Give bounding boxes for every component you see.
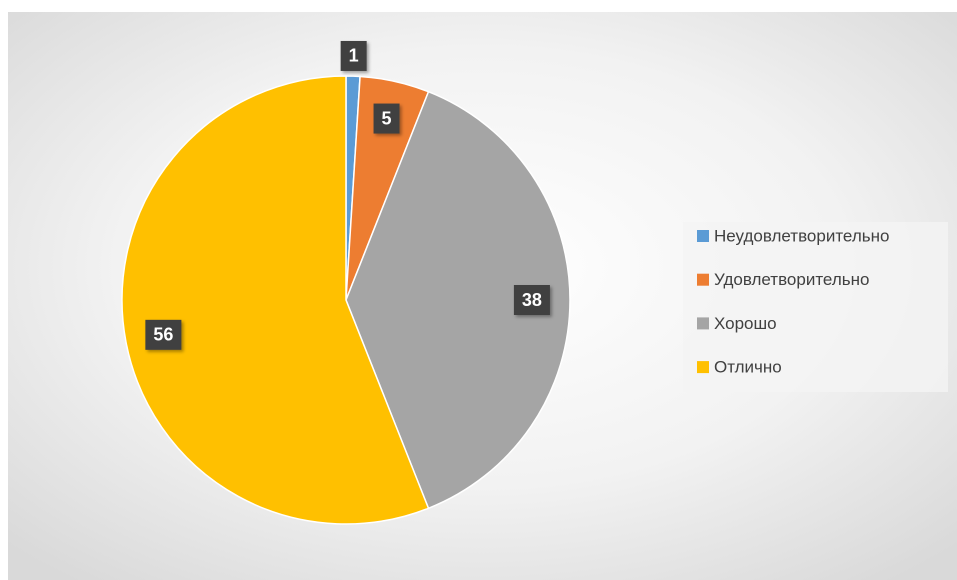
data-label-box bbox=[513, 285, 550, 315]
data-label-box bbox=[145, 319, 182, 350]
legend-label: Хорошо bbox=[714, 314, 777, 333]
data-label-box bbox=[340, 40, 367, 71]
legend-swatch bbox=[697, 230, 709, 242]
legend-label: Неудовлетворительно bbox=[714, 226, 889, 245]
pie-slice bbox=[121, 75, 430, 525]
data-label: 38 bbox=[522, 290, 542, 310]
legend-box bbox=[683, 222, 948, 392]
data-label: 56 bbox=[153, 325, 173, 345]
data-label: 5 bbox=[382, 108, 392, 128]
pie-slice bbox=[345, 90, 571, 510]
legend-label: Отлично bbox=[714, 358, 782, 377]
legend-label: Удовлетворительно bbox=[714, 270, 869, 289]
legend-swatch bbox=[697, 317, 709, 330]
legend-swatch bbox=[697, 273, 709, 286]
data-label: 1 bbox=[349, 46, 359, 66]
data-label-box bbox=[373, 103, 400, 134]
legend-swatch bbox=[697, 361, 709, 374]
